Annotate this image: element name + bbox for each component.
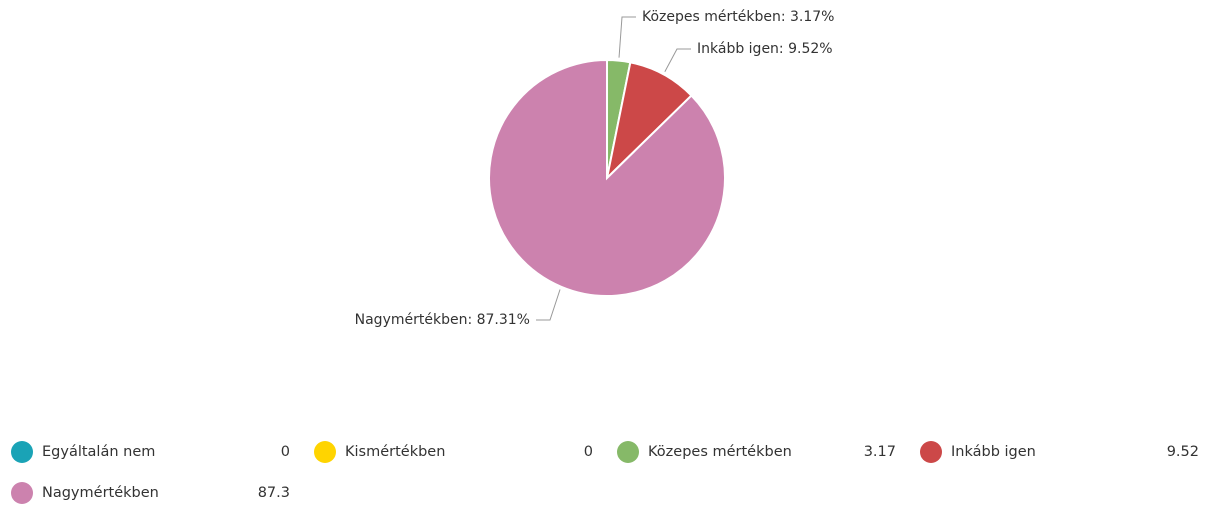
legend-value: 87.3 <box>258 485 290 501</box>
legend-marker <box>617 441 639 463</box>
legend-value: 3.17 <box>864 444 896 460</box>
legend-value: 0 <box>584 444 593 460</box>
legend-marker <box>314 441 336 463</box>
legend-label: Közepes mértékben <box>648 444 792 460</box>
legend-label: Nagymértékben <box>42 485 159 501</box>
data-label: Közepes mértékben: 3.17% <box>642 9 835 25</box>
data-label: Nagymértékben: 87.31% <box>355 312 530 328</box>
data-label: Inkább igen: 9.52% <box>697 41 833 57</box>
leader-line <box>618 16 636 58</box>
legend-value: 0 <box>281 444 290 460</box>
legend-value: 9.52 <box>1167 444 1199 460</box>
legend-label: Inkább igen <box>951 444 1036 460</box>
legend-label: Egyáltalán nem <box>42 444 155 460</box>
legend-marker <box>920 441 942 463</box>
leader-line <box>664 48 691 72</box>
legend-label: Kismértékben <box>345 444 445 460</box>
leader-line <box>536 289 561 321</box>
legend-marker <box>11 441 33 463</box>
pie-slice <box>488 58 726 297</box>
legend-marker <box>11 482 33 504</box>
